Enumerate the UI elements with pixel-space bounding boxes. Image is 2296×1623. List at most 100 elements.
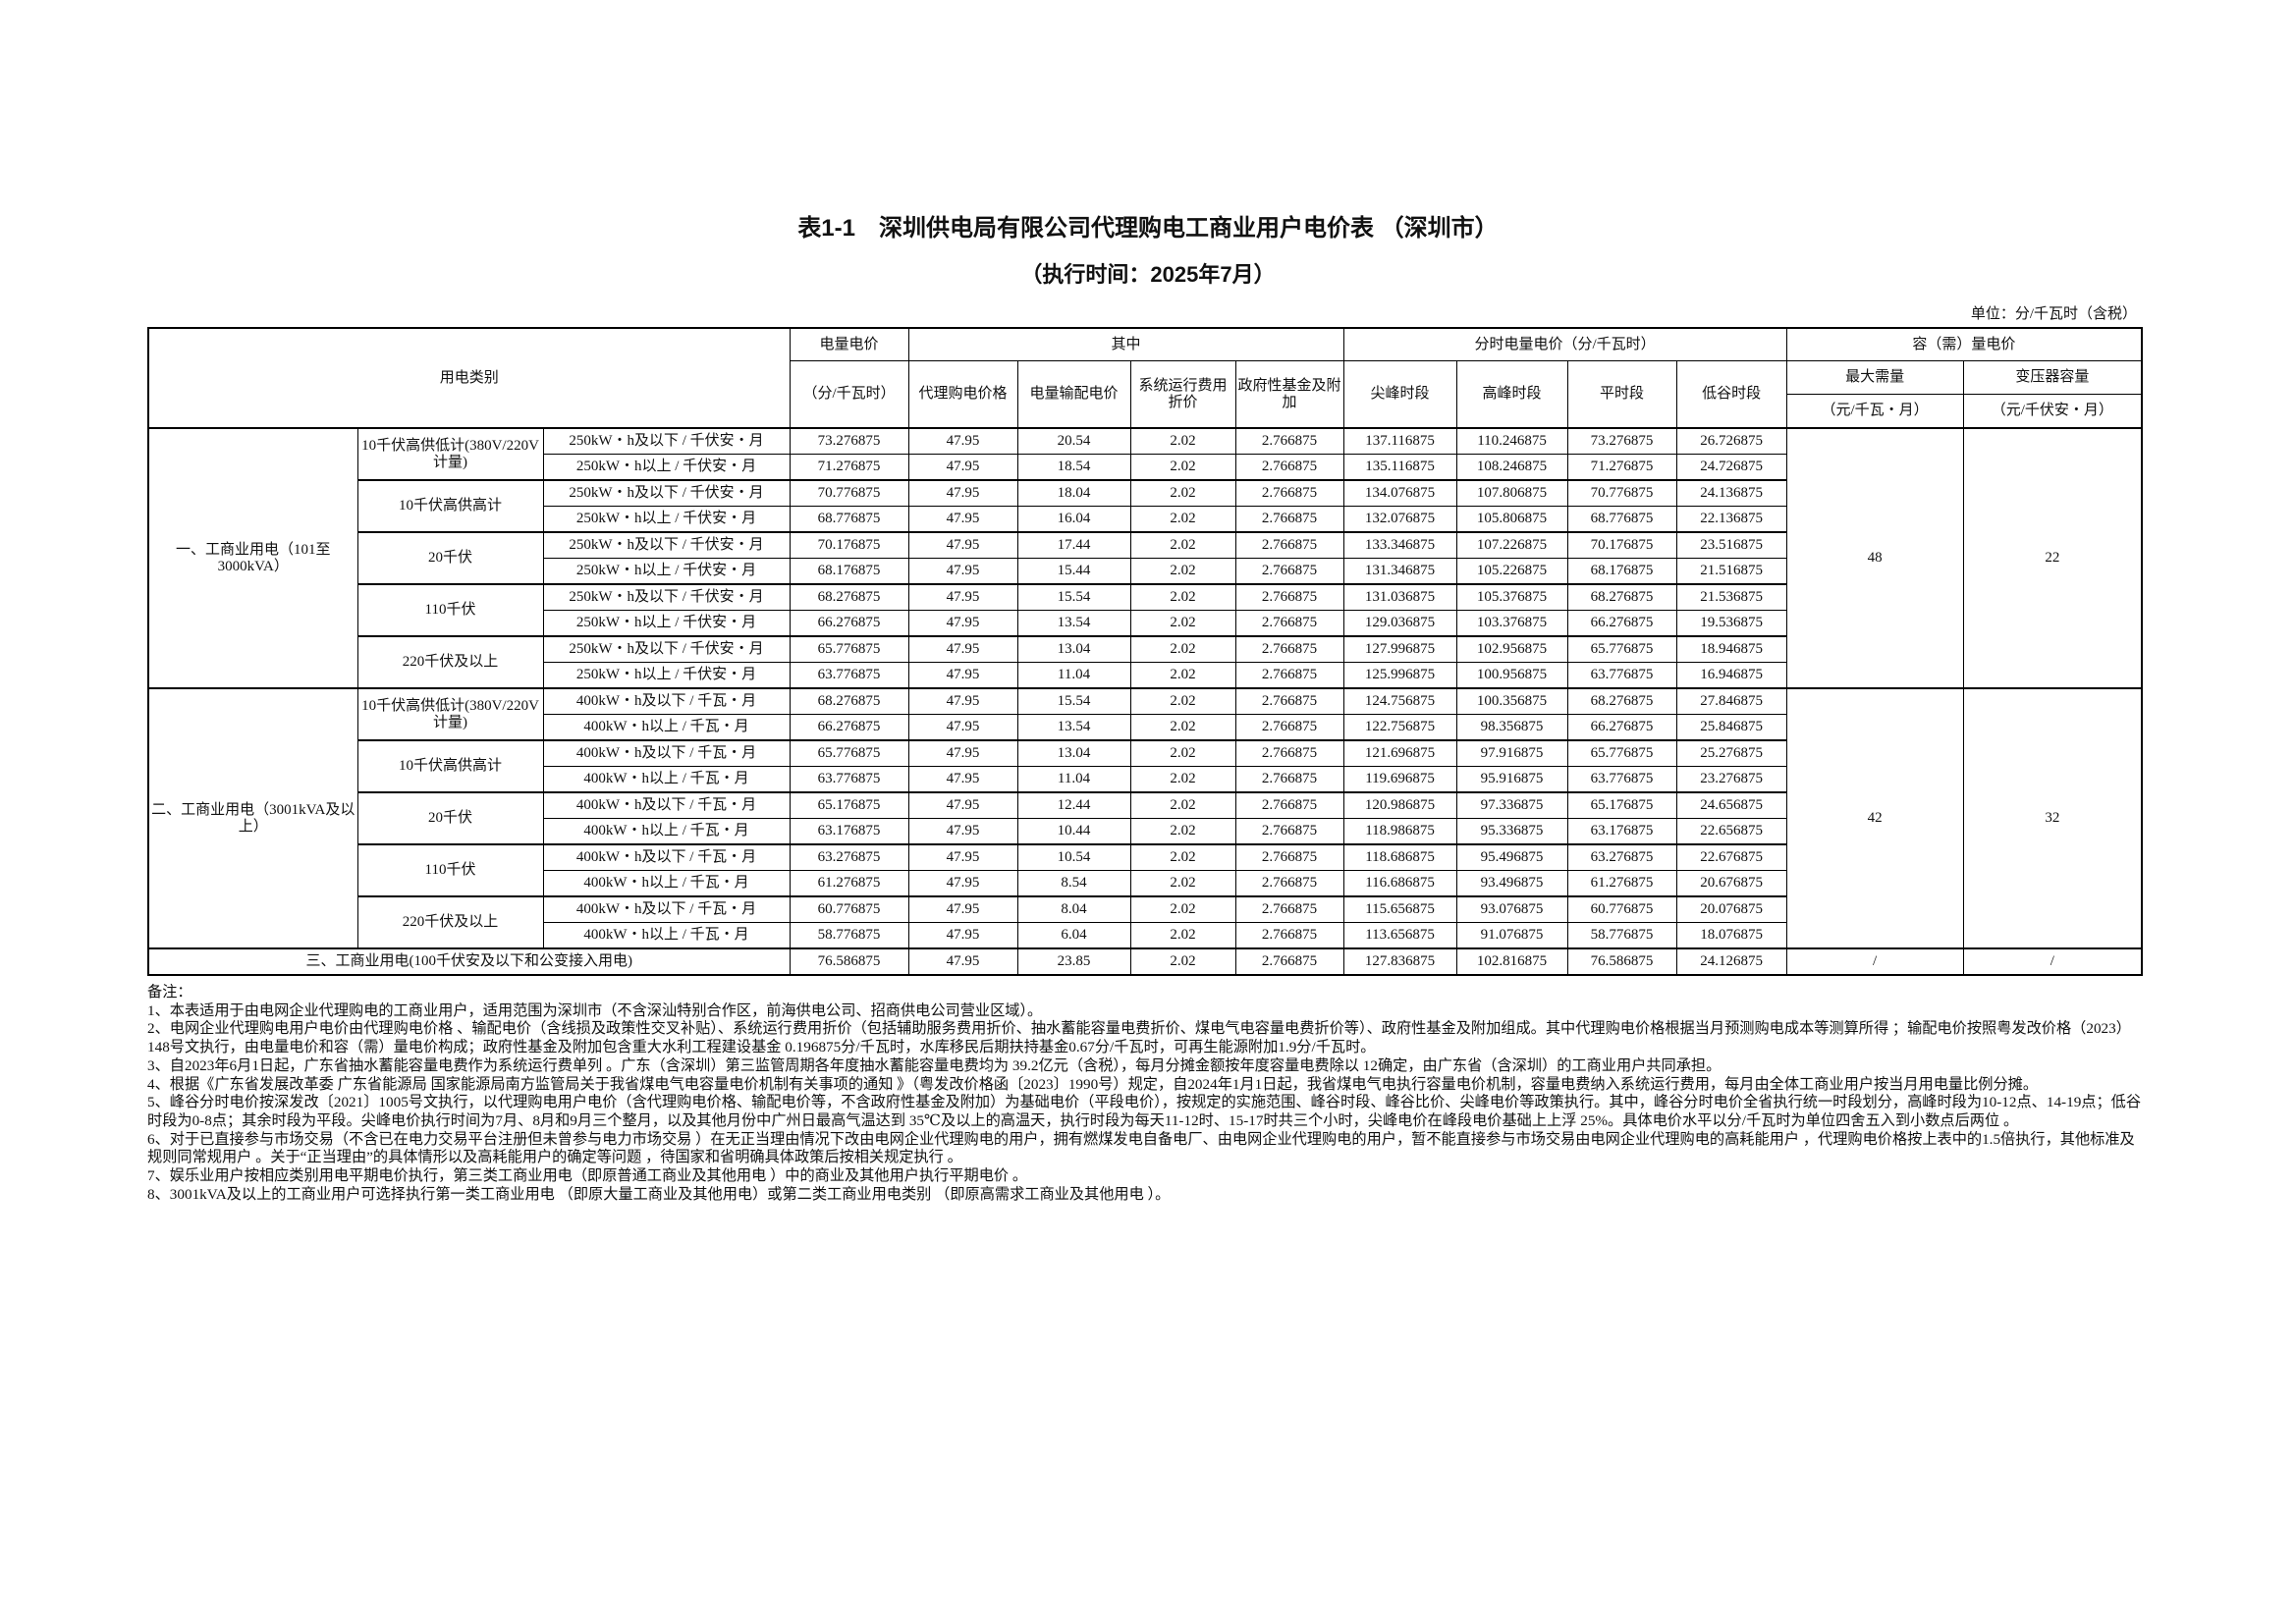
note-item: 4、根据《广东省发展改革委 广东省能源局 国家能源局南方监管局关于我省煤电气电容… <box>147 1075 2039 1093</box>
energy-price: 68.176875 <box>789 558 909 585</box>
gov-fund: 2.766875 <box>1234 662 1344 689</box>
peak-price: 95.916875 <box>1455 766 1568 793</box>
energy-price: 68.776875 <box>789 506 909 533</box>
transmission-price: 13.54 <box>1016 714 1131 741</box>
table-row: 10千伏高供高计 400kW・h及以下 / 千瓦・月 65.776875 47.95 1… <box>148 739 2142 793</box>
table-row: 220千伏及以上 250kW・h及以下 / 千伏安・月 65.776875 47.95… <box>148 635 2142 689</box>
flat-price: 65.776875 <box>1566 739 1677 767</box>
flat-price: 66.276875 <box>1566 714 1677 741</box>
gov-fund: 2.766875 <box>1234 427 1344 455</box>
usage-tier: 250kW・h以上 / 千伏安・月 <box>542 454 791 481</box>
group-name: 三、工商业用电(100千伏安及以下和公变接入用电) <box>147 947 791 976</box>
table-row: 250kW・h以上 / 千伏安・月 68.776875 47.95 16.04 2.02… <box>148 506 2142 533</box>
table-row: 三、工商业用电(100千伏安及以下和公变接入用电) 76.586875 47.95 2… <box>147 947 2143 976</box>
system-op-price: 2.02 <box>1129 922 1236 949</box>
sharp-price: 134.076875 <box>1342 479 1457 507</box>
voltage-level: 220千伏及以上 <box>356 895 544 949</box>
agent-price: 47.95 <box>907 714 1018 741</box>
gov-fund: 2.766875 <box>1234 687 1344 715</box>
system-op-price: 2.02 <box>1129 870 1236 897</box>
header-agent-price: 代理购电价格 <box>907 360 1018 429</box>
system-op-price: 2.02 <box>1129 635 1236 663</box>
peak-price: 105.376875 <box>1455 583 1568 611</box>
transmission-price: 15.54 <box>1016 687 1131 715</box>
flat-price: 68.176875 <box>1566 558 1677 585</box>
energy-price: 65.176875 <box>789 791 909 819</box>
flat-price: 70.776875 <box>1566 479 1677 507</box>
energy-price: 63.776875 <box>789 766 909 793</box>
system-op-price: 2.02 <box>1129 766 1236 793</box>
note-item: 1、本表适用于由电网企业代理购电的工商业用户，适用范围为深圳市（不含深汕特别合作… <box>147 1001 1043 1019</box>
agent-price: 47.95 <box>907 427 1018 455</box>
energy-price: 70.176875 <box>789 531 909 559</box>
valley-price: 24.726875 <box>1675 454 1787 481</box>
usage-tier: 400kW・h以上 / 千瓦・月 <box>542 818 791 845</box>
gov-fund: 2.766875 <box>1234 818 1344 845</box>
transmission-price: 8.04 <box>1016 895 1131 923</box>
energy-price: 68.276875 <box>789 687 909 715</box>
sharp-price: 115.656875 <box>1342 895 1457 923</box>
sharp-price: 120.986875 <box>1342 791 1457 819</box>
agent-price: 47.95 <box>907 531 1018 559</box>
gov-fund: 2.766875 <box>1234 506 1344 533</box>
peak-price: 97.336875 <box>1455 791 1568 819</box>
system-op-price: 2.02 <box>1129 687 1236 715</box>
energy-price: 73.276875 <box>789 427 909 455</box>
transmission-price: 16.04 <box>1016 506 1131 533</box>
table-row: 20千伏 250kW・h及以下 / 千伏安・月 70.176875 47.95 17.4… <box>148 531 2142 585</box>
flat-price: 71.276875 <box>1566 454 1677 481</box>
peak-price: 105.806875 <box>1455 506 1568 533</box>
voltage-level: 110千伏 <box>356 843 544 897</box>
flat-price: 63.776875 <box>1566 662 1677 689</box>
transmission-price: 18.04 <box>1016 479 1131 507</box>
transmission-price: 20.54 <box>1016 427 1131 455</box>
sharp-price: 116.686875 <box>1342 870 1457 897</box>
valley-price: 22.656875 <box>1675 818 1787 845</box>
valley-price: 27.846875 <box>1675 687 1787 715</box>
valley-price: 22.136875 <box>1675 506 1787 533</box>
sharp-price: 121.696875 <box>1342 739 1457 767</box>
usage-tier: 400kW・h以上 / 千瓦・月 <box>542 922 791 949</box>
agent-price: 47.95 <box>907 583 1018 611</box>
agent-price: 47.95 <box>907 558 1018 585</box>
transmission-price: 18.54 <box>1016 454 1131 481</box>
energy-price: 61.276875 <box>789 870 909 897</box>
system-op-price: 2.02 <box>1129 558 1236 585</box>
usage-tier: 250kW・h以上 / 千伏安・月 <box>542 506 791 533</box>
peak-price: 95.336875 <box>1455 818 1568 845</box>
transmission-price: 23.85 <box>1016 947 1131 976</box>
agent-price: 47.95 <box>907 766 1018 793</box>
energy-price: 60.776875 <box>789 895 909 923</box>
valley-price: 20.676875 <box>1675 870 1787 897</box>
gov-fund: 2.766875 <box>1234 791 1344 819</box>
note-item: 5、峰谷分时电价按深发改〔2021〕1005号文执行，以代理购电用户电价（含代理… <box>147 1094 2142 1129</box>
flat-price: 63.776875 <box>1566 766 1677 793</box>
sharp-price: 137.116875 <box>1342 427 1457 455</box>
energy-price: 76.586875 <box>789 947 909 976</box>
transmission-price: 10.54 <box>1016 843 1131 871</box>
system-op-price: 2.02 <box>1129 583 1236 611</box>
system-op-price: 2.02 <box>1129 506 1236 533</box>
system-op-price: 2.02 <box>1129 610 1236 637</box>
energy-price: 66.276875 <box>789 610 909 637</box>
energy-price: 68.276875 <box>789 583 909 611</box>
valley-price: 25.846875 <box>1675 714 1787 741</box>
agent-price: 47.95 <box>907 791 1018 819</box>
usage-tier: 250kW・h以上 / 千伏安・月 <box>542 662 791 689</box>
usage-tier: 400kW・h及以下 / 千瓦・月 <box>542 739 791 767</box>
energy-price: 63.176875 <box>789 818 909 845</box>
gov-fund: 2.766875 <box>1234 895 1344 923</box>
system-op-price: 2.02 <box>1129 454 1236 481</box>
notes-title: 备注： <box>147 984 192 1001</box>
sharp-price: 125.996875 <box>1342 662 1457 689</box>
system-op-price: 2.02 <box>1129 662 1236 689</box>
flat-price: 70.176875 <box>1566 531 1677 559</box>
system-op-price: 2.02 <box>1129 818 1236 845</box>
table-row: 250kW・h以上 / 千伏安・月 68.176875 47.95 15.44 2.02… <box>148 558 2142 585</box>
sharp-price: 118.686875 <box>1342 843 1457 871</box>
max-demand-price: / <box>1785 947 1964 976</box>
table-row: 400kW・h以上 / 千瓦・月 61.276875 47.95 8.54 2.02 2.… <box>148 870 2142 897</box>
table-row: 20千伏 400kW・h及以下 / 千瓦・月 65.176875 47.95 12.44… <box>148 791 2142 845</box>
valley-price: 24.656875 <box>1675 791 1787 819</box>
valley-price: 25.276875 <box>1675 739 1787 767</box>
